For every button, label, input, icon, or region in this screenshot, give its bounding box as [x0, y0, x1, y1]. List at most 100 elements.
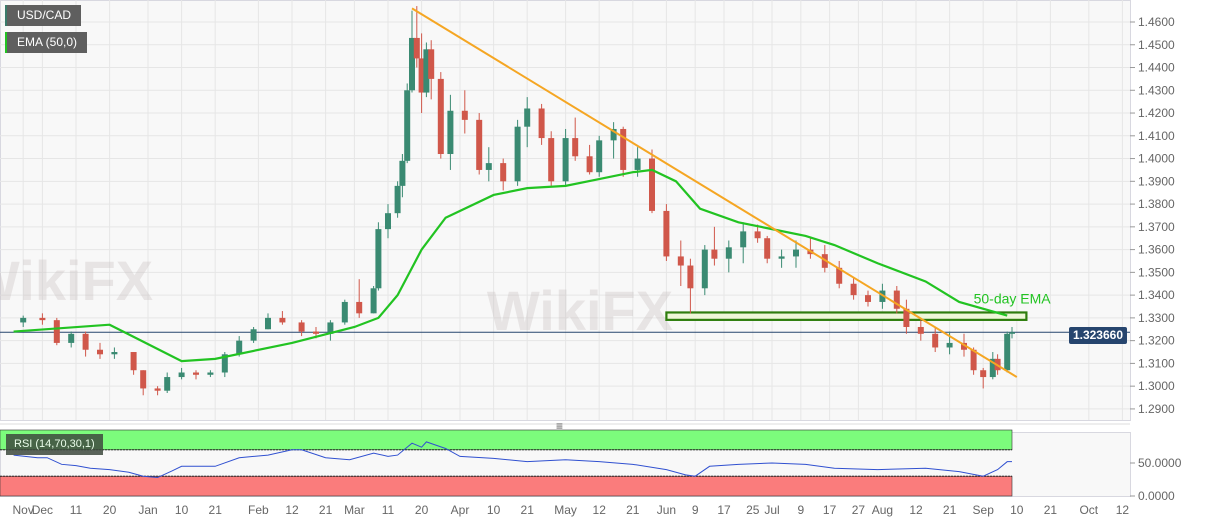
candle-up	[423, 49, 430, 93]
y-tick-label: 1.4400	[1138, 61, 1175, 75]
x-tick-label: Mar	[344, 503, 365, 517]
x-tick-label: 9	[692, 503, 699, 517]
x-tick-label: 21	[209, 503, 223, 517]
x-tick-label: Jul	[764, 503, 779, 517]
x-tick-label: 10	[487, 503, 501, 517]
candle-up	[562, 138, 569, 182]
candle-down	[836, 267, 843, 284]
rsi-tick-label: 0.0000	[1138, 489, 1175, 503]
candle-up	[701, 249, 708, 289]
candle-down	[754, 231, 761, 239]
x-tick-label: Feb	[248, 503, 269, 517]
candle-up	[725, 247, 732, 259]
candle-down	[903, 308, 910, 327]
candle-down	[764, 238, 771, 259]
y-tick-label: 1.3100	[1138, 356, 1175, 370]
candle-down	[893, 290, 900, 309]
ema-50-line	[13, 168, 1008, 363]
candle-down	[428, 49, 435, 79]
x-tick-label: 10	[175, 503, 189, 517]
rsi-oversold-band	[0, 475, 1013, 497]
support-zone	[665, 311, 1028, 321]
current-price-tag: 1.323660	[1068, 327, 1127, 344]
rsi-overbought-band	[0, 429, 1013, 451]
candle-up	[370, 288, 377, 314]
x-tick-label: 21	[626, 503, 640, 517]
y-tick-label: 1.3000	[1138, 379, 1175, 393]
candle-up	[327, 322, 334, 334]
y-tick-label: 1.3900	[1138, 174, 1175, 188]
candle-up	[68, 333, 75, 343]
candle-down	[193, 372, 199, 375]
descending-trendline	[411, 7, 1018, 378]
x-tick-label: Jun	[657, 503, 676, 517]
candle-down	[39, 317, 46, 321]
x-tick-label: Jan	[138, 503, 157, 517]
candle-up	[610, 128, 617, 141]
x-tick-label: Aug	[872, 503, 893, 517]
x-tick-label: Oct	[1079, 503, 1098, 517]
x-tick-label: 11	[70, 503, 83, 517]
candle-down	[140, 370, 147, 389]
y-tick-label: 1.3500	[1138, 265, 1175, 279]
candle-up	[404, 90, 411, 161]
candle-up	[409, 37, 415, 91]
candle-up	[596, 140, 603, 173]
y-tick-label: 1.3800	[1138, 197, 1175, 211]
x-tick-label: 21	[943, 503, 957, 517]
x-tick-label: 10	[1010, 503, 1024, 517]
x-tick-label: Nov	[13, 503, 34, 517]
candle-down	[850, 283, 857, 296]
y-tick-label: 1.4100	[1138, 129, 1175, 143]
symbol-legend[interactable]: USD/CAD	[5, 5, 82, 26]
candle-up	[236, 340, 243, 355]
ema-legend[interactable]: EMA (50,0)	[5, 32, 88, 53]
candle-down	[313, 331, 319, 334]
candle-up	[778, 256, 785, 259]
candle-down	[663, 210, 670, 257]
y-tick-label: 1.3200	[1138, 334, 1175, 348]
candle-down	[356, 301, 363, 314]
rsi-tick-label: 50.0000	[1138, 456, 1182, 470]
candle-up	[793, 249, 799, 257]
candle-up	[265, 317, 271, 330]
candle-down	[961, 342, 967, 350]
candle-down	[538, 108, 545, 139]
y-tick-label: 1.2900	[1138, 402, 1175, 416]
x-tick-label: 12	[285, 503, 299, 517]
y-tick-label: 1.3400	[1138, 288, 1175, 302]
candle-down	[279, 317, 286, 323]
candle-up	[524, 108, 531, 127]
candle-down	[97, 349, 103, 355]
candle-up	[111, 352, 118, 355]
x-tick-label: 12	[909, 503, 923, 517]
candle-up	[341, 301, 348, 323]
x-tick-label: May	[554, 503, 577, 517]
x-tick-label: 9	[797, 503, 804, 517]
candle-down	[586, 156, 593, 173]
candle-up	[514, 126, 521, 182]
candle-down	[572, 138, 579, 157]
candle-up	[399, 160, 406, 186]
y-tick-label: 1.4300	[1138, 83, 1175, 97]
y-tick-label: 1.3700	[1138, 220, 1175, 234]
rsi-line	[13, 441, 1012, 479]
candle-down	[461, 110, 468, 120]
x-tick-label: Apr	[451, 503, 470, 517]
candle-down	[687, 265, 694, 289]
candle-down	[620, 128, 627, 170]
pane-resize-handle[interactable]: ≡	[556, 419, 564, 433]
candle-down	[418, 58, 425, 93]
y-tick-label: 1.4500	[1138, 38, 1175, 52]
candle-up	[447, 110, 454, 155]
x-tick-label: Sep	[973, 503, 995, 517]
candle-down	[548, 138, 555, 182]
y-tick-label: 1.4200	[1138, 106, 1175, 120]
y-tick-label: 1.4000	[1138, 152, 1175, 166]
x-tick-label: 12	[593, 503, 607, 517]
candle-down	[298, 322, 305, 332]
candle-down	[154, 388, 161, 391]
candle-up	[1009, 332, 1015, 334]
rsi-legend[interactable]: RSI (14,70,30,1)	[6, 434, 103, 455]
